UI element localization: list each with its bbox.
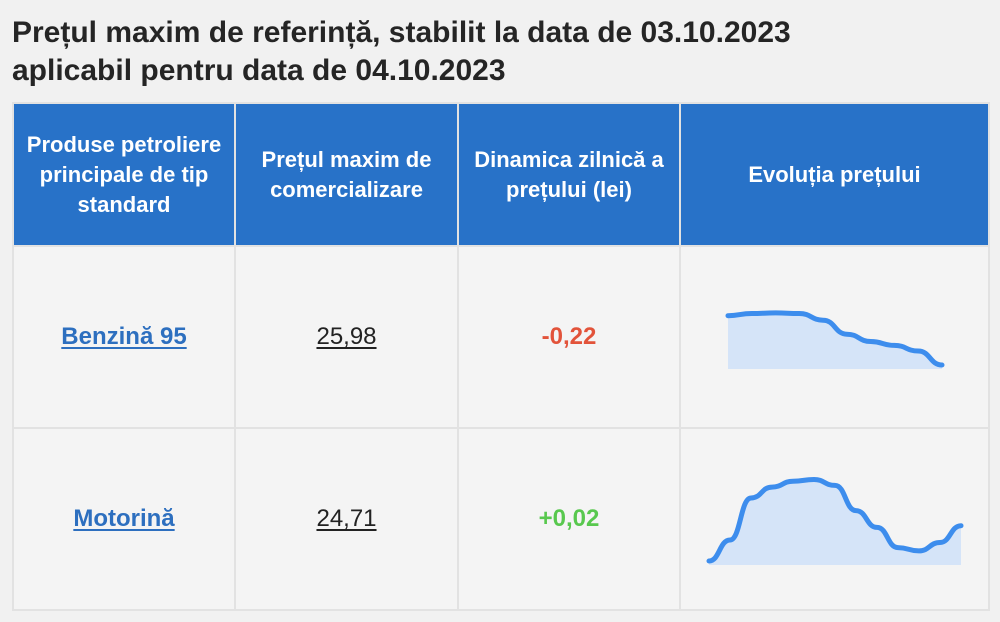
product-link-motorina[interactable]: Motorină	[73, 505, 175, 532]
page-title-line-1: Prețul maxim de referință, stabilit la d…	[12, 16, 791, 49]
column-header-daily-dynamic: Dinamica zilnică a prețului (lei)	[457, 102, 681, 247]
column-header-max-price: Prețul maxim de comercializare	[234, 102, 459, 247]
daily-dynamic-value: +0,02	[538, 505, 600, 532]
table-row: Benzină 95 25,98 -0,22	[12, 245, 990, 429]
price-evolution-sparkline	[706, 477, 963, 565]
sparkline-area	[708, 479, 961, 565]
column-header-price-evolution: Evoluția prețului	[679, 102, 990, 247]
max-price-value[interactable]: 24,71	[316, 505, 377, 532]
page-title: Prețul maxim de referință, stabilit la d…	[12, 14, 982, 90]
evolution-cell	[679, 427, 990, 611]
sparkline-area	[727, 312, 942, 369]
table-header-row: Produse petroliere principale de tip sta…	[12, 102, 990, 247]
table-row: Motorină 24,71 +0,02	[12, 427, 990, 611]
price-evolution-sparkline	[725, 310, 944, 369]
dynamic-cell: -0,22	[457, 245, 681, 429]
evolution-cell	[679, 245, 990, 429]
price-cell: 24,71	[234, 427, 459, 611]
price-cell: 25,98	[234, 245, 459, 429]
product-link-benzina-95[interactable]: Benzină 95	[61, 323, 187, 350]
dynamic-cell: +0,02	[457, 427, 681, 611]
page-title-line-2: aplicabil pentru data de 04.10.2023	[12, 54, 506, 87]
sparkline-line	[725, 310, 944, 368]
max-price-value[interactable]: 25,98	[316, 323, 377, 350]
product-cell: Motorină	[12, 427, 236, 611]
product-cell: Benzină 95	[12, 245, 236, 429]
sparkline-line	[706, 477, 963, 564]
fuel-price-table: Produse petroliere principale de tip sta…	[12, 102, 990, 611]
daily-dynamic-value: -0,22	[541, 323, 597, 350]
column-header-product: Produse petroliere principale de tip sta…	[12, 102, 236, 247]
